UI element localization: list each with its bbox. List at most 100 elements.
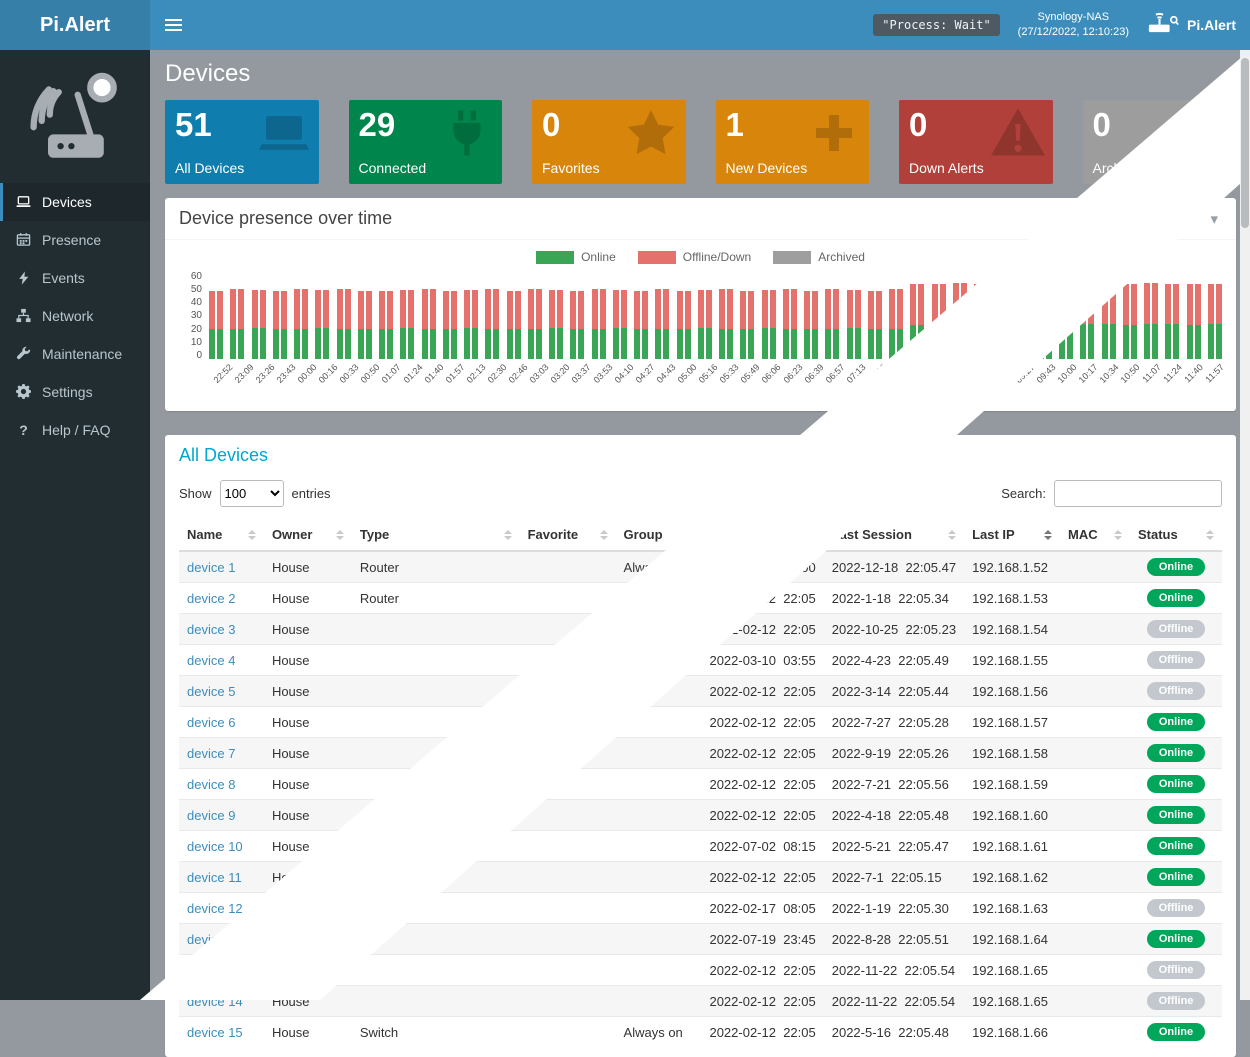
device-link[interactable]: device 15 bbox=[187, 1024, 243, 1040]
sidebar-item-devices[interactable]: Devices bbox=[0, 182, 150, 221]
brand: Pi.Alert bbox=[1147, 10, 1236, 40]
column-header-first-session[interactable]: First Session bbox=[701, 519, 824, 552]
column-header-name[interactable]: Name bbox=[179, 519, 264, 552]
cell-favorite bbox=[519, 737, 616, 769]
cell-mac bbox=[1060, 1016, 1130, 1047]
cell-owner: House bbox=[263, 923, 352, 955]
cell-name: device 15 bbox=[179, 1016, 264, 1047]
column-label: Status bbox=[1138, 527, 1178, 542]
x-tick-label: 07:13 bbox=[844, 362, 868, 386]
cell-name: device 12 bbox=[179, 892, 264, 924]
cell-last-ip: 192.168.1.54 bbox=[964, 613, 1061, 645]
device-link[interactable]: device 6 bbox=[187, 714, 236, 730]
cell-last-session: 2022-7-1 22:05.15 bbox=[823, 861, 965, 893]
device-link[interactable]: device 8 bbox=[187, 776, 236, 792]
cell-first-session: 2022-07-19 23:45 bbox=[701, 923, 824, 955]
chart-bar-group bbox=[740, 291, 755, 359]
sidebar-item-network[interactable]: Network bbox=[0, 297, 150, 335]
column-header-last-ip[interactable]: Last IP bbox=[964, 519, 1061, 552]
cell-last-session: 2022-12-18 22:05.47 bbox=[823, 550, 965, 583]
device-link[interactable]: device 9 bbox=[187, 807, 236, 823]
cell-favorite bbox=[519, 892, 616, 924]
chart-bar-group bbox=[952, 283, 967, 359]
column-header-mac[interactable]: MAC bbox=[1060, 519, 1130, 552]
status-badge: Online bbox=[1147, 806, 1205, 824]
status-badge: Offline bbox=[1147, 992, 1205, 1010]
device-link[interactable]: device 4 bbox=[187, 652, 236, 668]
device-link[interactable]: device 14 bbox=[187, 993, 243, 1009]
sidebar-item-maintenance[interactable]: Maintenance bbox=[0, 335, 150, 373]
cell-last-session: 2022-7-27 22:05.28 bbox=[823, 706, 965, 738]
cell-status: Offline bbox=[1130, 954, 1222, 986]
sidebar-item-presence[interactable]: Presence bbox=[0, 221, 150, 259]
chart-panel-body: Online Offline/Down Archived 60 50 40 30 20 10 0… bbox=[165, 240, 1236, 411]
cell-last-session: 2022-11-22 22:05.54 bbox=[823, 985, 965, 1017]
sidebar-item-settings[interactable]: Settings bbox=[0, 373, 150, 411]
cell-mac bbox=[1060, 861, 1130, 893]
chart-bar-group bbox=[1016, 283, 1031, 359]
cell-type bbox=[351, 861, 520, 893]
table-row: device 15 House Switch Always on 2022-02-12 … bbox=[179, 1016, 1222, 1047]
card-down-alerts[interactable]: 0 Down Alerts bbox=[899, 100, 1053, 184]
x-tick-label: 09:27 bbox=[1013, 362, 1037, 386]
card-favorites[interactable]: 0 Favorites bbox=[532, 100, 686, 184]
cell-owner: House bbox=[263, 954, 352, 986]
column-header-status[interactable]: Status bbox=[1130, 519, 1222, 552]
cell-name: device 13 bbox=[179, 923, 264, 955]
column-header-type[interactable]: Type bbox=[351, 519, 520, 552]
cell-first-session: 2022-02-12 22:05 bbox=[701, 706, 824, 738]
sidebar-item-help-faq[interactable]: ? Help / FAQ bbox=[0, 411, 150, 449]
device-link[interactable]: device 2 bbox=[187, 590, 236, 606]
card-connected[interactable]: 29 Connected bbox=[348, 100, 502, 184]
device-link[interactable]: device 1 bbox=[187, 559, 236, 575]
question-icon: ? bbox=[19, 421, 28, 438]
cell-owner: House bbox=[263, 861, 352, 893]
chart-bar-group bbox=[846, 290, 861, 359]
cell-status: Online bbox=[1130, 582, 1222, 614]
sidebar-item-label: Network bbox=[42, 307, 94, 324]
scrollbar[interactable] bbox=[1240, 50, 1250, 1000]
cell-mac bbox=[1060, 675, 1130, 707]
cell-group bbox=[615, 954, 702, 986]
card-new-devices[interactable]: 1 New Devices bbox=[715, 100, 869, 184]
device-link[interactable]: device 10 bbox=[187, 838, 243, 854]
x-tick-label: 06:39 bbox=[802, 362, 826, 386]
app-logo[interactable]: Pi.Alert bbox=[0, 0, 150, 50]
device-link[interactable]: device 5 bbox=[187, 683, 236, 699]
card-archived[interactable]: 0 Archived bbox=[1082, 100, 1236, 184]
cell-last-ip: 192.168.1.62 bbox=[964, 861, 1061, 893]
chart-bar-group bbox=[655, 289, 670, 359]
cell-type bbox=[351, 644, 520, 676]
summary-cards: 51 All Devices 29 Connected 0 Favorites 1 New D… bbox=[165, 100, 1236, 184]
search-input[interactable] bbox=[1054, 480, 1222, 507]
cell-group bbox=[615, 985, 702, 1017]
column-header-last-session[interactable]: Last Session bbox=[823, 519, 965, 552]
sidebar-item-events[interactable]: Events bbox=[0, 259, 150, 297]
column-header-favorite[interactable]: Favorite bbox=[519, 519, 616, 552]
device-link[interactable]: device 14 bbox=[187, 962, 243, 978]
x-tick-label: 02:30 bbox=[485, 362, 509, 386]
scrollbar-thumb[interactable] bbox=[1241, 58, 1249, 228]
device-link[interactable]: device 12 bbox=[187, 900, 243, 916]
collapse-icon[interactable]: ▾ bbox=[1210, 210, 1218, 228]
device-link[interactable]: device 3 bbox=[187, 621, 236, 637]
x-tick-label: 10:00 bbox=[1055, 362, 1079, 386]
column-header-owner[interactable]: Owner bbox=[263, 519, 352, 552]
cell-type: Laptop bbox=[351, 892, 520, 924]
device-link[interactable]: device 7 bbox=[187, 745, 236, 761]
entries-select[interactable]: 100 bbox=[219, 480, 284, 507]
device-link[interactable]: device 11 bbox=[187, 869, 242, 885]
chart-panel-header: Device presence over time ▾ bbox=[165, 198, 1236, 240]
cell-mac bbox=[1060, 768, 1130, 800]
column-header-group[interactable]: Group bbox=[615, 519, 702, 552]
card-all-devices[interactable]: 51 All Devices bbox=[165, 100, 319, 184]
cell-last-session: 2022-3-14 22:05.44 bbox=[823, 675, 965, 707]
sidebar-item-label: Presence bbox=[42, 231, 102, 248]
column-label: Last IP bbox=[972, 527, 1015, 542]
table-row: device 14 House 2022-02-12 22:05 2022-11-22… bbox=[179, 954, 1222, 986]
device-link[interactable]: device 13 bbox=[187, 931, 243, 947]
table-row: device 10 House 2022-07-02 08:15 2022-5-21 … bbox=[179, 830, 1222, 862]
menu-toggle-button[interactable] bbox=[150, 0, 196, 50]
chart-bar-group bbox=[549, 290, 563, 359]
chart-bar-group bbox=[995, 284, 1010, 359]
